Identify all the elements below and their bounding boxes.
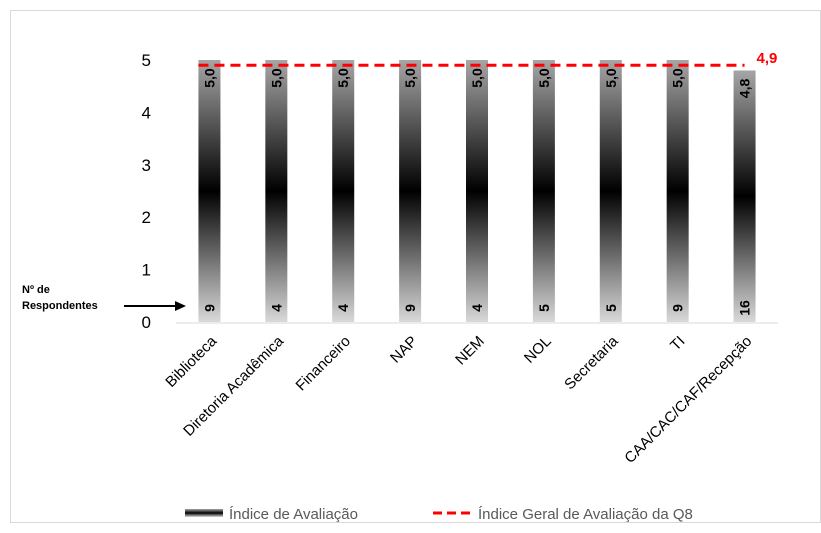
bar — [399, 60, 422, 322]
bar-respondents-label: 4 — [469, 304, 485, 312]
bar-respondents-label: 9 — [201, 304, 217, 312]
bar — [466, 60, 488, 322]
x-category-label: NOL — [521, 333, 555, 367]
bar-value-label: 5,0 — [268, 68, 284, 88]
bar — [666, 60, 689, 322]
x-category-label: Secretaria — [561, 332, 622, 393]
bar-value-label: 5,0 — [469, 68, 485, 88]
legend: Índice de Avaliação Índice Geral de Aval… — [185, 506, 693, 523]
bar-value-label: 5,0 — [402, 68, 418, 88]
bar-respondents-label: 16 — [737, 300, 753, 316]
bar — [332, 60, 355, 322]
legend-label-bars: Índice de Avaliação — [229, 506, 358, 523]
x-category-label: CAA/CAC/CAF/Recepção — [621, 333, 755, 467]
average-line-group: 4,9 — [198, 50, 777, 67]
bar — [532, 60, 555, 322]
y-tick-label: 3 — [142, 156, 151, 175]
bar-respondents-label: 9 — [402, 304, 418, 312]
legend-swatch-bars — [185, 509, 223, 517]
legend-label-average: Índice Geral de Avaliação da Q8 — [478, 506, 693, 523]
bar-respondents-label: 9 — [670, 304, 686, 312]
bar — [599, 60, 622, 322]
x-category-label: NAP — [387, 333, 421, 367]
y-tick-label: 2 — [142, 208, 151, 227]
y-tick-label: 1 — [142, 261, 151, 280]
bar-value-label: 5,0 — [536, 68, 552, 88]
bar — [733, 70, 756, 322]
x-category-label: TI — [667, 333, 688, 354]
respondents-annotation: Nº de Respondentes — [22, 284, 186, 312]
x-category-label: NEM — [452, 333, 488, 369]
bar-value-label: 5,0 — [670, 68, 686, 88]
bar-respondents-label: 5 — [603, 304, 619, 312]
bar-value-label: 5,0 — [201, 68, 217, 88]
bar-value-label: 4,8 — [737, 79, 753, 99]
x-category-label: Biblioteca — [162, 332, 220, 390]
bar — [265, 60, 288, 322]
respondents-annotation-line1: Nº de — [22, 284, 50, 296]
y-axis: 0 1 2 3 4 5 — [142, 51, 151, 332]
y-tick-label: 4 — [142, 103, 151, 122]
x-category-label: Financeiro — [292, 333, 354, 395]
respondents-arrow-head — [175, 301, 186, 311]
average-value-label: 4,9 — [757, 50, 778, 67]
bar-respondents-label: 4 — [268, 304, 284, 312]
bar — [198, 60, 221, 322]
respondents-annotation-line2: Respondentes — [22, 300, 98, 312]
bar-respondents-label: 5 — [536, 304, 552, 312]
bar-value-label: 5,0 — [335, 68, 351, 88]
bars-group: 5,0 9 5,0 4 5,0 4 5,0 9 5,0 4 5,0 5 5,0 5 5,0 9 4,8 16 — [198, 60, 756, 322]
bar-respondents-label: 4 — [335, 304, 351, 312]
y-tick-label: 5 — [142, 51, 151, 70]
y-tick-label: 0 — [142, 313, 151, 332]
bar-value-label: 5,0 — [603, 68, 619, 88]
